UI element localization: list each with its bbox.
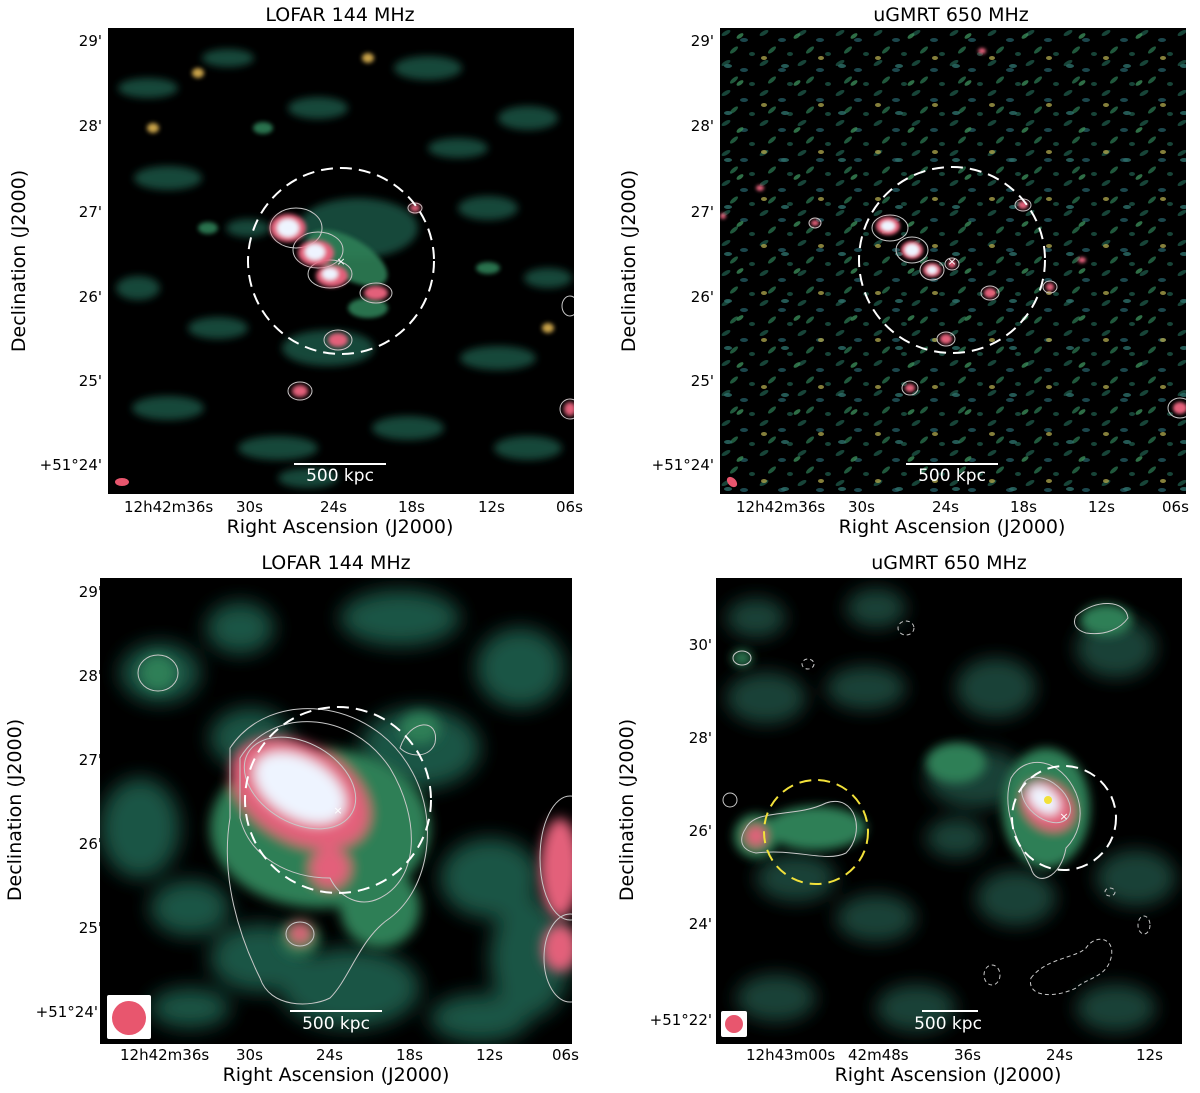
panel-title: LOFAR 144 MHz bbox=[261, 552, 411, 574]
scale-label: 500 kpc bbox=[918, 466, 986, 486]
x-tick: 30s bbox=[236, 498, 263, 516]
x-axis-label: Right Ascension (J2000) bbox=[226, 516, 454, 538]
y-tick: 25' bbox=[78, 919, 102, 937]
scale-bar bbox=[290, 1010, 382, 1012]
x-tick: 18s bbox=[1010, 498, 1037, 516]
x-tick: 12h42m36s bbox=[120, 1046, 210, 1064]
y-tick: 28' bbox=[78, 667, 102, 685]
x-tick: 12s bbox=[1088, 498, 1115, 516]
y-axis-label: Declination (J2000) bbox=[8, 169, 30, 353]
radio-image-lofar-lowres: × 500 kpc bbox=[100, 578, 572, 1044]
radio-image-ugmrt: × 500 kpc bbox=[720, 28, 1186, 494]
x-tick: 18s bbox=[398, 498, 425, 516]
x-tick: 12h42m36s bbox=[124, 498, 214, 516]
x-tick: 06s bbox=[552, 1046, 579, 1064]
y-tick: 26' bbox=[78, 835, 102, 853]
x-tick: 12s bbox=[1136, 1046, 1163, 1064]
radio-image-ugmrt-lowres: × 500 kpc bbox=[716, 578, 1182, 1044]
svg-text:×: × bbox=[947, 255, 956, 268]
panel-title: uGMRT 650 MHz bbox=[873, 4, 1029, 26]
y-axis-label: Declination (J2000) bbox=[618, 169, 640, 353]
x-axis-label: Right Ascension (J2000) bbox=[838, 516, 1066, 538]
y-tick: 27' bbox=[690, 203, 714, 221]
y-tick: +51°24' bbox=[651, 456, 714, 474]
y-tick: +51°22' bbox=[649, 1011, 712, 1029]
x-tick: 18s bbox=[396, 1046, 423, 1064]
scale-bar bbox=[922, 1010, 978, 1012]
y-tick: 29' bbox=[78, 583, 102, 601]
x-tick: 12s bbox=[478, 498, 505, 516]
y-tick: 26' bbox=[688, 822, 712, 840]
y-tick: 27' bbox=[78, 751, 102, 769]
y-tick: +51°24' bbox=[39, 456, 102, 474]
y-tick: 28' bbox=[78, 117, 102, 135]
x-tick: 06s bbox=[1162, 498, 1189, 516]
y-tick: 29' bbox=[690, 32, 714, 50]
x-tick: 24s bbox=[1046, 1046, 1073, 1064]
radio-image-lofar: × 500 kpc bbox=[108, 28, 574, 494]
scale-label: 500 kpc bbox=[302, 1014, 370, 1034]
x-tick: 12h43m00s bbox=[746, 1046, 836, 1064]
x-tick: 12h42m36s bbox=[736, 498, 826, 516]
y-tick: 28' bbox=[688, 729, 712, 747]
x-tick: 30s bbox=[236, 1046, 263, 1064]
y-axis-label: Declination (J2000) bbox=[4, 718, 26, 902]
y-tick: 26' bbox=[78, 288, 102, 306]
panel-title: LOFAR 144 MHz bbox=[265, 4, 415, 26]
y-tick: 25' bbox=[78, 372, 102, 390]
svg-text:×: × bbox=[333, 804, 342, 817]
svg-text:×: × bbox=[336, 255, 345, 268]
panel-title: uGMRT 650 MHz bbox=[871, 552, 1027, 574]
y-tick: 24' bbox=[688, 915, 712, 933]
x-tick: 42m48s bbox=[848, 1046, 909, 1064]
y-tick: 26' bbox=[690, 288, 714, 306]
x-tick: 06s bbox=[556, 498, 583, 516]
y-tick: 27' bbox=[78, 203, 102, 221]
y-tick: 28' bbox=[690, 117, 714, 135]
y-tick: 29' bbox=[78, 32, 102, 50]
beam-ellipse bbox=[725, 1015, 743, 1033]
y-axis-label: Declination (J2000) bbox=[616, 718, 638, 902]
scale-label: 500 kpc bbox=[914, 1014, 982, 1034]
y-tick: +51°24' bbox=[35, 1003, 98, 1021]
x-tick: 24s bbox=[316, 1046, 343, 1064]
scale-bar bbox=[294, 463, 386, 465]
scale-bar bbox=[906, 463, 998, 465]
x-tick: 24s bbox=[932, 498, 959, 516]
beam-ellipse bbox=[115, 478, 129, 486]
x-tick: 12s bbox=[476, 1046, 503, 1064]
x-tick: 30s bbox=[848, 498, 875, 516]
svg-text:×: × bbox=[1059, 810, 1068, 823]
x-axis-label: Right Ascension (J2000) bbox=[222, 1064, 450, 1086]
x-tick: 36s bbox=[954, 1046, 981, 1064]
y-tick: 25' bbox=[690, 372, 714, 390]
x-tick: 24s bbox=[320, 498, 347, 516]
beam-ellipse bbox=[112, 1001, 146, 1035]
y-tick: 30' bbox=[688, 636, 712, 654]
x-axis-label: Right Ascension (J2000) bbox=[834, 1064, 1062, 1086]
scale-label: 500 kpc bbox=[306, 466, 374, 486]
